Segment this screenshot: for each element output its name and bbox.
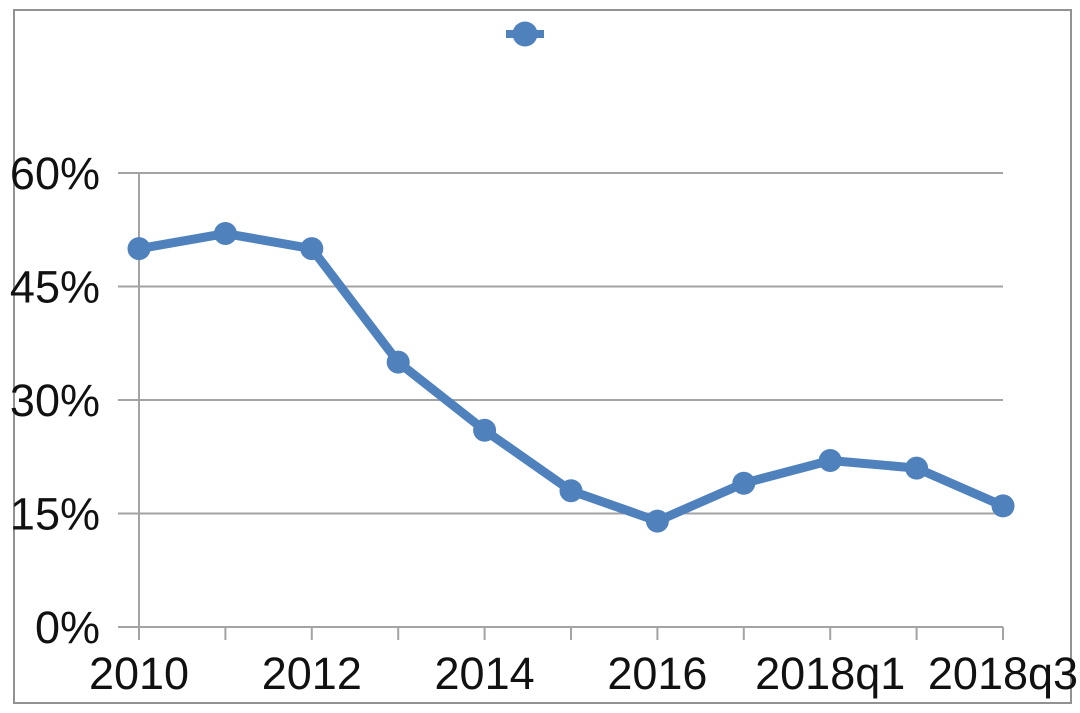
x-axis-tick-label: 2016 <box>607 648 707 699</box>
y-axis-tick-label: 0% <box>35 602 100 653</box>
data-point-marker <box>732 471 756 495</box>
data-point-marker <box>213 222 237 246</box>
x-axis-tick-label: 2014 <box>435 648 535 699</box>
data-point-marker <box>300 237 324 261</box>
x-axis-tick-label: 2018q1 <box>755 648 905 699</box>
series-line <box>134 229 1008 526</box>
data-point-marker <box>473 418 497 442</box>
x-axis-tick-label: 2012 <box>262 648 362 699</box>
legend-marker-icon <box>512 21 538 47</box>
data-point-marker <box>559 479 583 503</box>
data-point-marker <box>991 494 1015 518</box>
x-axis-tick-label: 2010 <box>89 648 189 699</box>
x-axis-tick-label: 2018q3 <box>928 648 1078 699</box>
data-point-marker <box>645 509 669 533</box>
y-axis-tick-label: 15% <box>10 489 100 540</box>
data-point-marker <box>905 456 929 480</box>
y-axis-tick-label: 45% <box>10 262 100 313</box>
data-point-marker <box>386 350 410 374</box>
y-axis-tick-label: 60% <box>10 148 100 199</box>
data-point-marker <box>127 237 151 261</box>
y-axis-tick-label: 30% <box>10 375 100 426</box>
data-point-marker <box>818 449 842 473</box>
chart-frame <box>13 9 1072 704</box>
